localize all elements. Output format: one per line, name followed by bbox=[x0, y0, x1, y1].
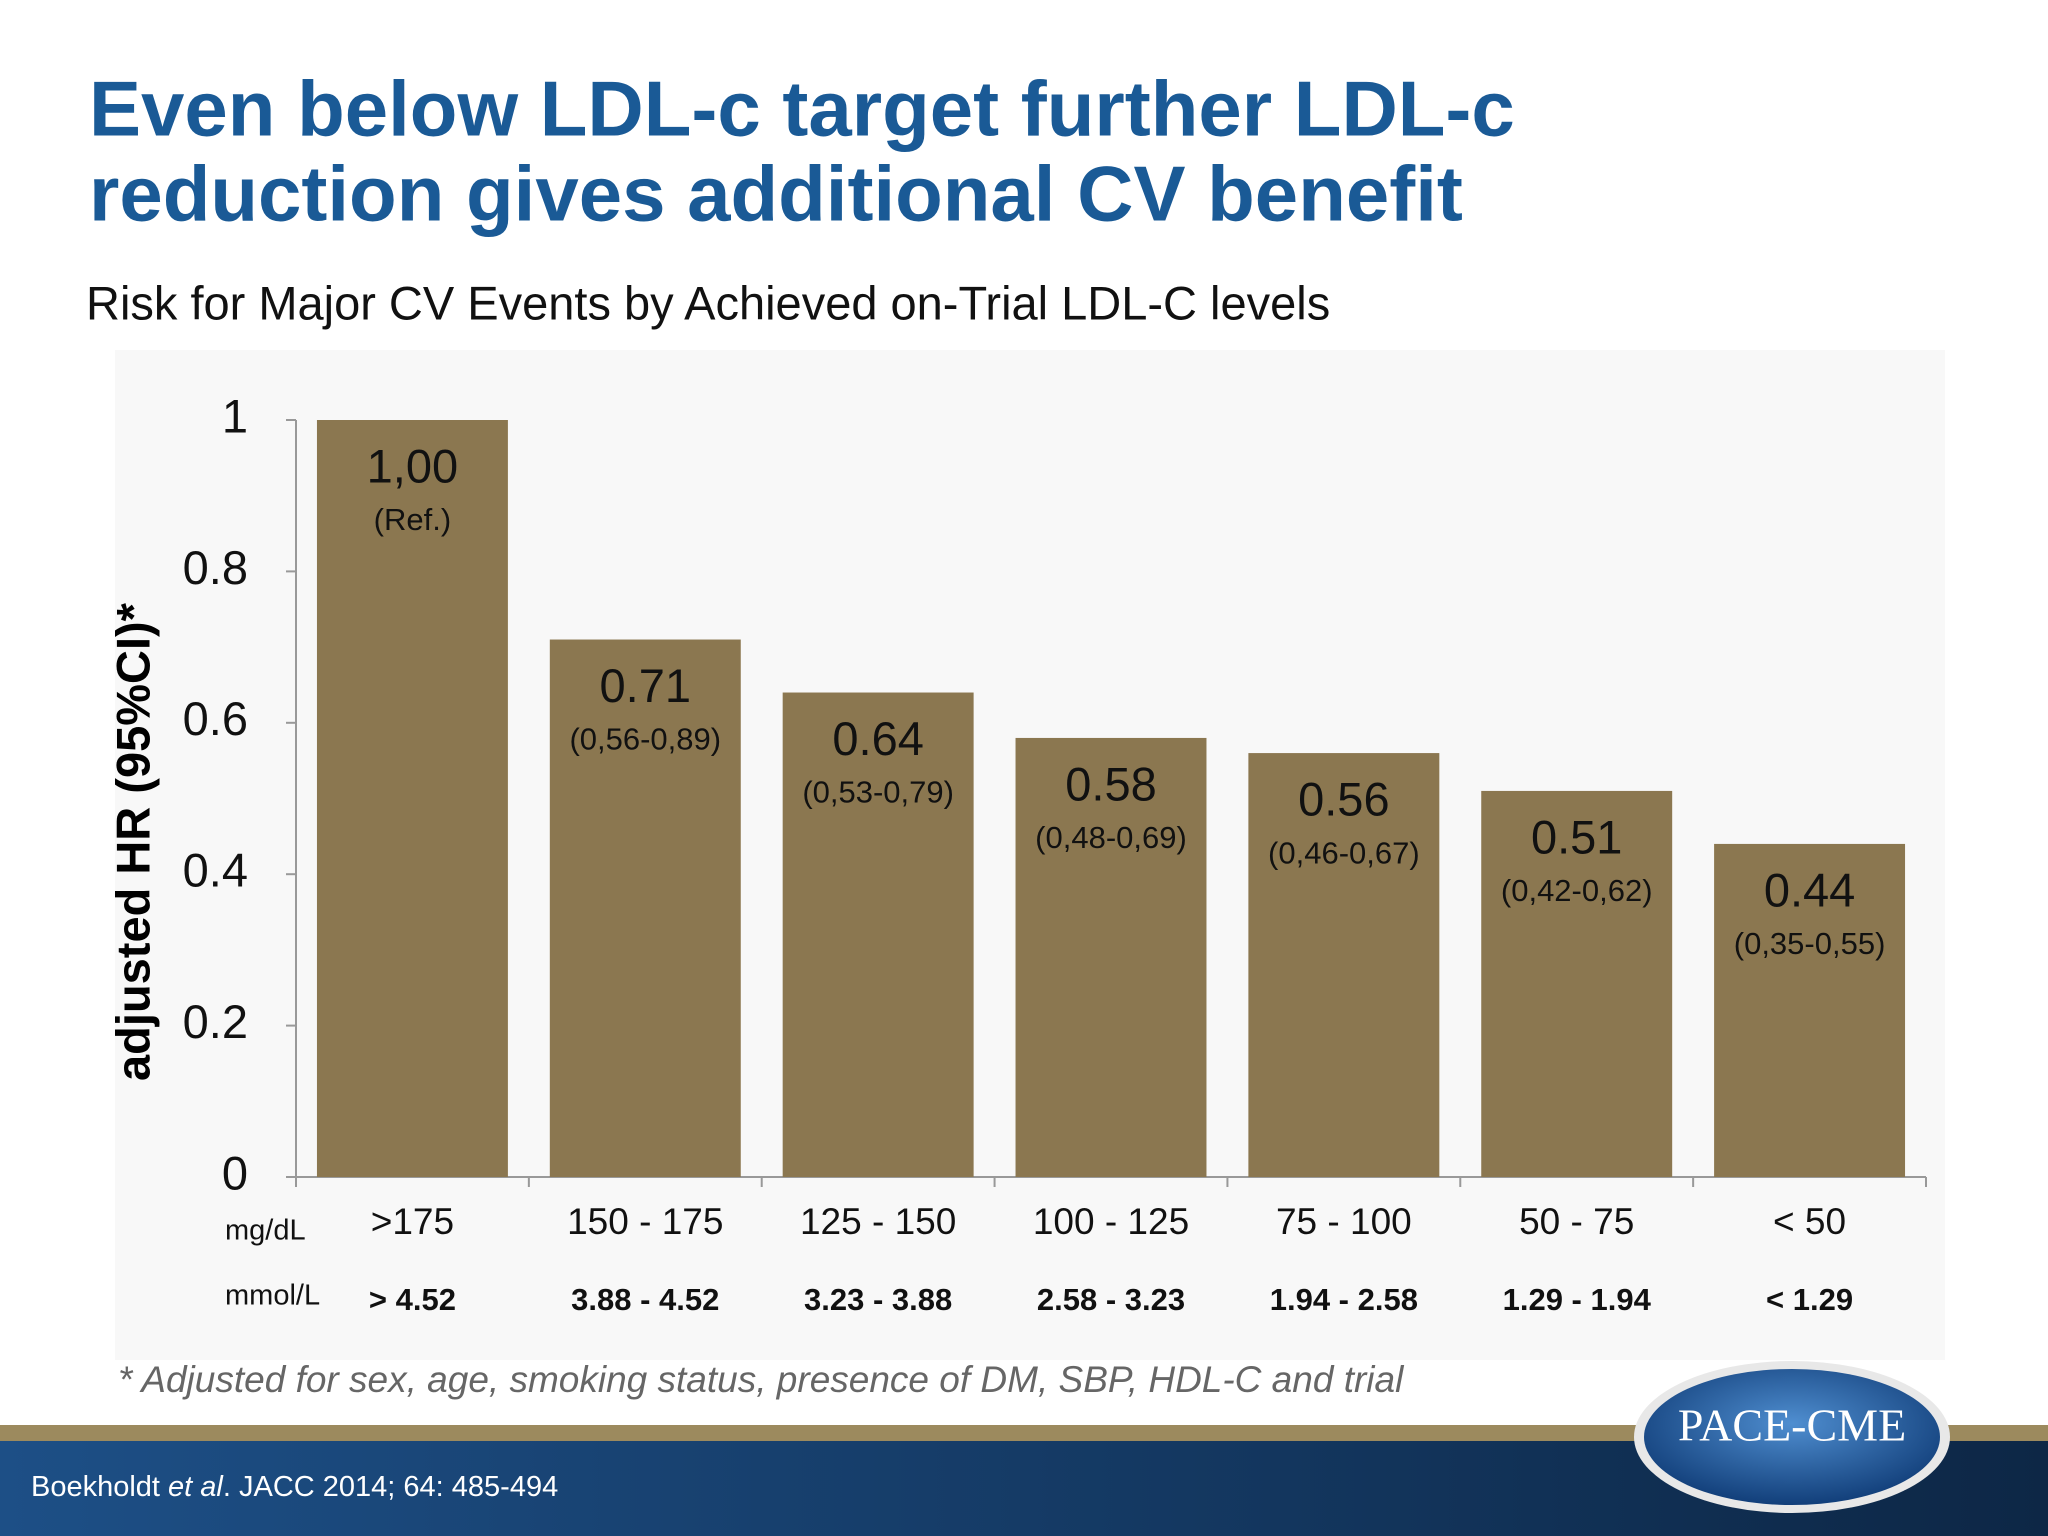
bar bbox=[782, 692, 974, 1177]
x-tick-label-mmol: 1.94 - 2.58 bbox=[1270, 1282, 1418, 1317]
ci-label: (Ref.) bbox=[374, 502, 452, 537]
bar bbox=[1481, 790, 1673, 1177]
value-label: 1,00 bbox=[367, 439, 458, 492]
x-tick-label-mmol: 3.23 - 3.88 bbox=[804, 1282, 952, 1317]
y-tick-label: 0.4 bbox=[183, 844, 248, 897]
y-tick-label: 0 bbox=[222, 1146, 248, 1199]
x-tick-label: 125 - 150 bbox=[800, 1201, 956, 1242]
citation-text: . JACC 2014; 64: 485-494 bbox=[223, 1471, 558, 1503]
citation: Boekholdt et al. JACC 2014; 64: 485-494 bbox=[31, 1471, 558, 1503]
bar bbox=[1248, 753, 1440, 1177]
logo-text: PACE-CME bbox=[1678, 1400, 1906, 1451]
value-label: 0.56 bbox=[1298, 773, 1389, 826]
x-tick-label-mmol: 2.58 - 3.23 bbox=[1037, 1282, 1185, 1317]
bar bbox=[316, 420, 508, 1177]
value-label: 0.58 bbox=[1065, 757, 1156, 810]
footnote: * Adjusted for sex, age, smoking status,… bbox=[118, 1359, 1405, 1400]
ci-label: (0,42-0,62) bbox=[1501, 873, 1653, 908]
x-tick-label: 50 - 75 bbox=[1519, 1201, 1634, 1242]
x-tick-label-mmol: 3.88 - 4.52 bbox=[571, 1282, 719, 1317]
logo bbox=[1644, 1369, 1940, 1505]
ci-label: (0,35-0,55) bbox=[1734, 926, 1886, 961]
x-tick-label: 75 - 100 bbox=[1276, 1201, 1412, 1242]
bar bbox=[1015, 737, 1207, 1177]
ci-label: (0,48-0,69) bbox=[1035, 820, 1187, 855]
ci-label: (0,53-0,79) bbox=[802, 775, 954, 810]
x-tick-label: < 50 bbox=[1773, 1201, 1846, 1242]
x-tick-label-mmol: 1.29 - 1.94 bbox=[1503, 1282, 1652, 1317]
bar bbox=[549, 639, 741, 1177]
x-tick-label-mmol: > 4.52 bbox=[369, 1282, 456, 1317]
value-label: 0.44 bbox=[1764, 863, 1855, 916]
chart-title: Risk for Major CV Events by Achieved on-… bbox=[86, 276, 1330, 329]
y-axis-label: adjusted HR (95%CI)* bbox=[106, 602, 159, 1081]
value-label: 0.71 bbox=[600, 659, 691, 712]
category-unit: mg/dL bbox=[225, 1215, 306, 1247]
bar bbox=[1714, 843, 1906, 1177]
ci-label: (0,46-0,67) bbox=[1268, 835, 1420, 870]
y-tick-label: 0.8 bbox=[183, 541, 248, 594]
gold-stripe bbox=[0, 1425, 2048, 1441]
value-label: 0.64 bbox=[832, 712, 923, 765]
value-label: 0.51 bbox=[1531, 810, 1622, 863]
y-tick-label: 0.2 bbox=[183, 995, 248, 1048]
citation-text: Boekholdt bbox=[31, 1471, 168, 1503]
ci-label: (0,56-0,89) bbox=[569, 722, 721, 757]
citation-text: et al bbox=[168, 1471, 224, 1503]
y-tick-label: 1 bbox=[222, 389, 248, 442]
slide-title: Even below LDL-c target further LDL-c bbox=[89, 65, 1515, 153]
category-unit: mmol/L bbox=[225, 1280, 320, 1312]
slide-title: reduction gives additional CV benefit bbox=[89, 150, 1463, 238]
x-tick-label: >175 bbox=[371, 1201, 454, 1242]
x-tick-label: 100 - 125 bbox=[1033, 1201, 1189, 1242]
y-tick-label: 0.6 bbox=[183, 692, 248, 745]
x-tick-label: 150 - 175 bbox=[567, 1201, 723, 1242]
x-tick-label-mmol: < 1.29 bbox=[1766, 1282, 1853, 1317]
